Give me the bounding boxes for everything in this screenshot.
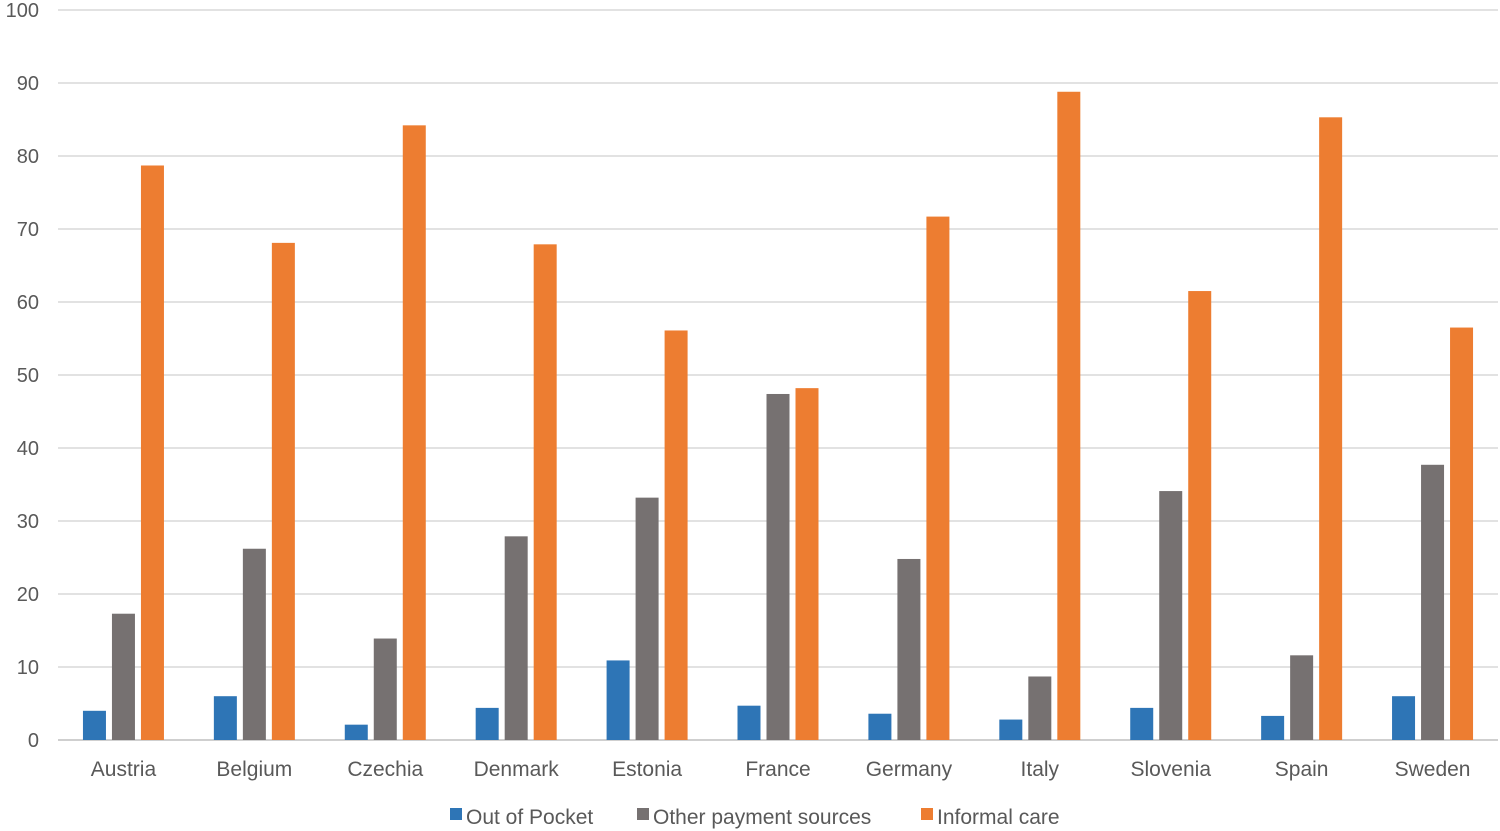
- bar-informal-care-sweden: [1450, 327, 1474, 740]
- y-axis-ticks: 0 10 20 30 40 50 60 70 80 90 100: [6, 0, 39, 752]
- y-tick-label: 50: [17, 365, 39, 387]
- bar-informal-care-italy: [1057, 91, 1081, 740]
- bar-other-payment-sources-spain: [1290, 655, 1314, 740]
- bar-informal-care-denmark: [533, 244, 557, 740]
- x-tick-label-belgium: Belgium: [216, 758, 292, 781]
- bar-other-payment-sources-sweden: [1421, 464, 1445, 740]
- bars: [82, 91, 1474, 741]
- legend-swatch-out-of-pocket: [450, 808, 462, 820]
- y-tick-label: 70: [17, 219, 39, 241]
- x-tick-label-estonia: Estonia: [612, 758, 682, 781]
- bar-out-of-pocket-france: [737, 705, 761, 740]
- y-tick-label: 40: [17, 438, 39, 460]
- y-tick-label: 80: [17, 146, 39, 168]
- x-tick-label-austria: Austria: [91, 758, 157, 781]
- bar-informal-care-france: [795, 388, 819, 740]
- bar-other-payment-sources-austria: [111, 613, 135, 740]
- x-axis-labels: Austria Belgium Czechia Denmark Estonia Franc…: [91, 758, 1471, 781]
- bar-informal-care-estonia: [664, 330, 688, 740]
- bar-out-of-pocket-italy: [999, 719, 1023, 740]
- y-tick-label: 20: [17, 584, 39, 606]
- bar-out-of-pocket-spain: [1261, 715, 1285, 740]
- bar-out-of-pocket-sweden: [1392, 696, 1416, 740]
- bar-other-payment-sources-belgium: [242, 548, 266, 740]
- legend-swatch-other-payment-sources: [637, 808, 649, 820]
- bar-out-of-pocket-estonia: [606, 660, 630, 740]
- x-tick-label-germany: Germany: [866, 758, 953, 781]
- bar-informal-care-germany: [926, 216, 950, 741]
- bar-out-of-pocket-austria: [82, 710, 106, 740]
- legend: Out of Pocket Other payment sources Inform…: [450, 806, 1060, 829]
- y-tick-label: 0: [28, 730, 39, 752]
- bar-out-of-pocket-czechia: [344, 724, 368, 740]
- y-tick-label: 10: [17, 657, 39, 679]
- y-tick-label: 30: [17, 511, 39, 533]
- bar-informal-care-czechia: [402, 125, 426, 741]
- y-tick-label: 90: [17, 73, 39, 95]
- bar-out-of-pocket-germany: [868, 713, 892, 740]
- bar-out-of-pocket-slovenia: [1130, 707, 1154, 740]
- bar-other-payment-sources-italy: [1028, 676, 1052, 740]
- x-tick-label-denmark: Denmark: [474, 758, 560, 781]
- x-tick-label-slovenia: Slovenia: [1130, 758, 1211, 781]
- bar-other-payment-sources-czechia: [373, 638, 397, 740]
- legend-label-informal-care: Informal care: [937, 806, 1060, 829]
- x-tick-label-sweden: Sweden: [1395, 758, 1471, 781]
- bar-informal-care-austria: [140, 165, 164, 741]
- bar-out-of-pocket-belgium: [213, 696, 237, 740]
- bar-other-payment-sources-france: [766, 393, 790, 740]
- bar-other-payment-sources-germany: [897, 558, 921, 740]
- legend-label-other-payment-sources: Other payment sources: [653, 806, 871, 829]
- bar-other-payment-sources-denmark: [504, 536, 528, 740]
- bar-informal-care-slovenia: [1188, 291, 1212, 740]
- legend-label-out-of-pocket: Out of Pocket: [466, 806, 593, 829]
- x-tick-label-france: France: [745, 758, 810, 781]
- x-tick-label-czechia: Czechia: [347, 758, 423, 781]
- bar-informal-care-belgium: [271, 242, 295, 740]
- x-tick-label-spain: Spain: [1275, 758, 1329, 781]
- y-tick-label: 100: [6, 0, 39, 22]
- bar-other-payment-sources-slovenia: [1159, 491, 1183, 740]
- y-tick-label: 60: [17, 292, 39, 314]
- bar-other-payment-sources-estonia: [635, 497, 659, 740]
- legend-swatch-informal-care: [921, 808, 933, 820]
- bar-informal-care-spain: [1319, 117, 1343, 740]
- bar-out-of-pocket-denmark: [475, 707, 499, 740]
- x-tick-label-italy: Italy: [1021, 758, 1060, 781]
